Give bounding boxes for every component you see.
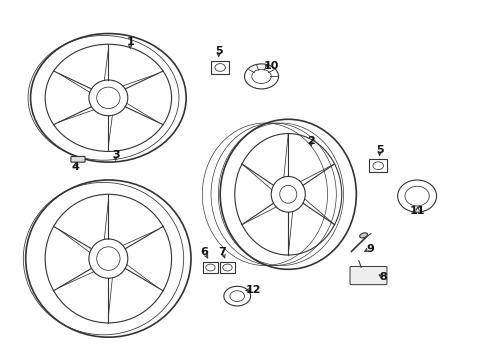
Text: 10: 10 xyxy=(263,61,278,71)
Text: 5: 5 xyxy=(375,145,383,155)
Text: 7: 7 xyxy=(218,247,226,257)
Text: 3: 3 xyxy=(112,150,119,160)
Bar xyxy=(211,61,228,74)
Text: 9: 9 xyxy=(365,244,373,253)
Text: 1: 1 xyxy=(126,37,134,48)
Text: 5: 5 xyxy=(215,46,222,56)
Bar xyxy=(219,262,235,273)
Bar xyxy=(369,159,386,172)
FancyBboxPatch shape xyxy=(349,266,386,285)
Text: 6: 6 xyxy=(200,247,208,257)
Bar xyxy=(202,262,218,273)
Ellipse shape xyxy=(359,233,367,238)
Text: 8: 8 xyxy=(378,272,386,282)
Text: 2: 2 xyxy=(306,136,314,146)
Text: 11: 11 xyxy=(409,206,425,216)
Text: 12: 12 xyxy=(245,285,261,295)
FancyBboxPatch shape xyxy=(71,157,85,162)
Text: 4: 4 xyxy=(71,162,79,172)
